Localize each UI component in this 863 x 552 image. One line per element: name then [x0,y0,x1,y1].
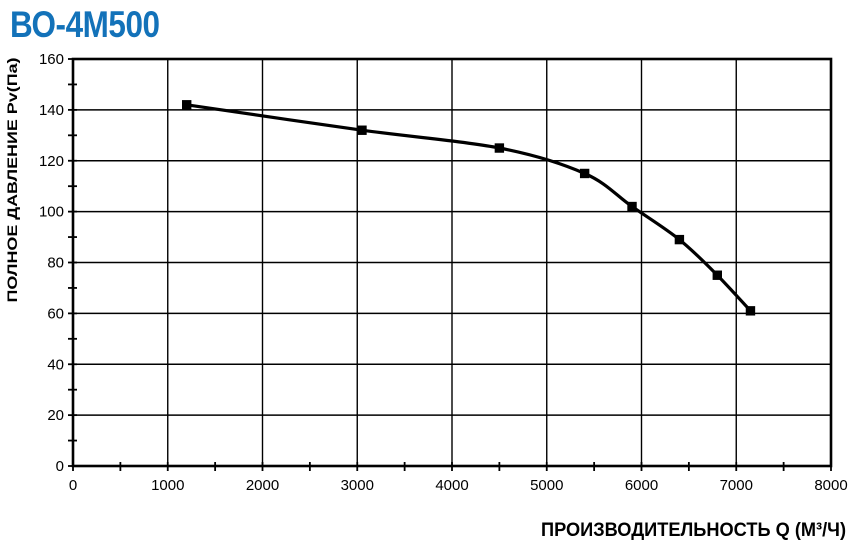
data-point-marker [579,168,590,179]
x-tick-label: 2000 [246,477,279,494]
x-axis-label: ПРОИЗВОДИТЕЛЬНОСТЬ Q (М³/Ч) [541,520,846,541]
data-point-marker [627,201,637,212]
x-tick-label: 3000 [341,477,374,494]
x-tick-label: 8000 [814,477,847,494]
pressure-flow-curve [185,103,753,313]
plot-area: 0 1000 2000 3000 4000 5000 6000 7000 8000 0 20 40 60… [39,51,848,494]
data-point-marker [182,100,192,110]
y-axis-label: ПОЛНОЕ ДАВЛЕНИЕ Pv(Па) [4,58,20,303]
y-tick-label: 80 [47,255,64,272]
y-tick-label: 160 [39,51,64,68]
page-title: ВО-4М500 [10,4,160,45]
y-tick-label: 0 [56,458,64,475]
x-tick-label: 5000 [530,477,563,494]
y-tick-label: 140 [39,102,64,119]
x-tick-label: 4000 [435,477,468,494]
data-point-marker [494,143,505,153]
y-tick-label: 20 [47,407,64,424]
y-tick-label: 40 [47,356,64,373]
data-point-marker [357,125,367,135]
y-tick-label: 60 [47,305,64,322]
y-tick-label: 100 [39,204,64,221]
y-tick-label: 120 [39,153,64,170]
data-point-marker [745,306,756,316]
x-tick-label: 6000 [625,477,658,494]
x-tick-label: 7000 [720,477,753,494]
x-tick-label: 0 [69,477,77,494]
data-point-marker [674,234,685,245]
x-tick-label: 1000 [151,477,184,494]
data-point-marker [712,270,722,280]
